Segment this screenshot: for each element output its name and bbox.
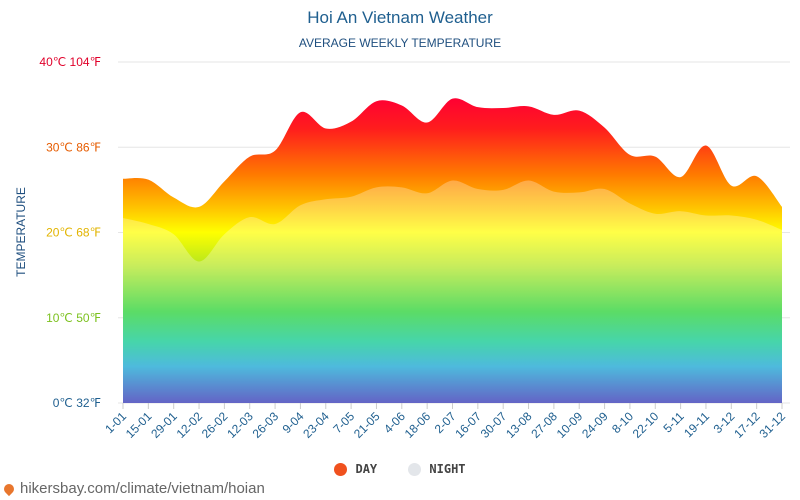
x-tick-label: 18-06 bbox=[402, 409, 434, 441]
x-tick-label: 24-09 bbox=[579, 409, 611, 441]
x-tick-label: 30-07 bbox=[478, 409, 510, 441]
x-tick-label: 26-02 bbox=[199, 409, 231, 441]
x-tick-label: 13-08 bbox=[503, 409, 535, 441]
x-tick-label: 23-04 bbox=[300, 409, 332, 441]
x-tick-label: 31-12 bbox=[757, 409, 789, 441]
chart-title: Hoi An Vietnam Weather bbox=[307, 8, 493, 27]
x-tick-label: 10-09 bbox=[554, 409, 586, 441]
y-tick-label: 0℃ 32℉ bbox=[53, 396, 101, 410]
x-tick-label: 27-08 bbox=[528, 409, 560, 441]
x-axis-ticks: 1-0115-0129-0112-0226-0212-0326-039-0423… bbox=[102, 403, 788, 441]
x-tick-label: 29-01 bbox=[148, 409, 180, 441]
x-tick-label: 22-10 bbox=[630, 409, 662, 441]
y-tick-label: 20℃ 68℉ bbox=[46, 226, 101, 240]
chart-legend: DAY NIGHT bbox=[0, 462, 800, 479]
legend-night-label: NIGHT bbox=[429, 462, 466, 476]
legend-night-dot bbox=[408, 462, 422, 476]
day-temperature-area bbox=[123, 98, 782, 404]
legend-day-label: DAY bbox=[355, 462, 378, 476]
x-tick-label: 26-03 bbox=[250, 409, 282, 441]
y-axis-ticks: 0℃ 32℉ 10℃ 50℉ 20℃ 68℉ 30℃ 86℉ 40℃ 104℉ bbox=[39, 55, 101, 410]
x-tick-label: 17-12 bbox=[731, 409, 763, 441]
y-tick-label: 30℃ 86℉ bbox=[46, 140, 101, 154]
x-tick-label: 16-07 bbox=[452, 409, 484, 441]
legend-day-dot bbox=[334, 462, 348, 476]
legend-item-night[interactable]: NIGHT bbox=[408, 462, 466, 476]
x-tick-label: 19-11 bbox=[681, 409, 712, 440]
x-tick-label: 21-05 bbox=[351, 409, 383, 441]
x-tick-label: 15-01 bbox=[123, 409, 155, 441]
location-pin-icon bbox=[1, 481, 17, 496]
x-tick-label: 12-02 bbox=[174, 409, 206, 441]
night-temperature-area bbox=[123, 180, 782, 403]
x-tick-label: 12-03 bbox=[224, 409, 256, 441]
y-axis-label: TEMPERATURE bbox=[14, 187, 28, 277]
source-text: hikersbay.com/climate/vietnam/hoian bbox=[20, 480, 265, 497]
temperature-chart: 0℃ 32℉ 10℃ 50℉ 20℃ 68℉ 30℃ 86℉ 40℃ 104℉ 1-01… bbox=[14, 55, 790, 441]
source-link[interactable]: hikersbay.com/climate/vietnam/hoian bbox=[1, 480, 265, 497]
legend-item-day[interactable]: DAY bbox=[334, 462, 377, 476]
y-tick-label: 10℃ 50℉ bbox=[46, 311, 101, 325]
y-tick-label: 40℃ 104℉ bbox=[39, 55, 101, 69]
chart-subtitle: AVERAGE WEEKLY TEMPERATURE bbox=[298, 36, 502, 50]
